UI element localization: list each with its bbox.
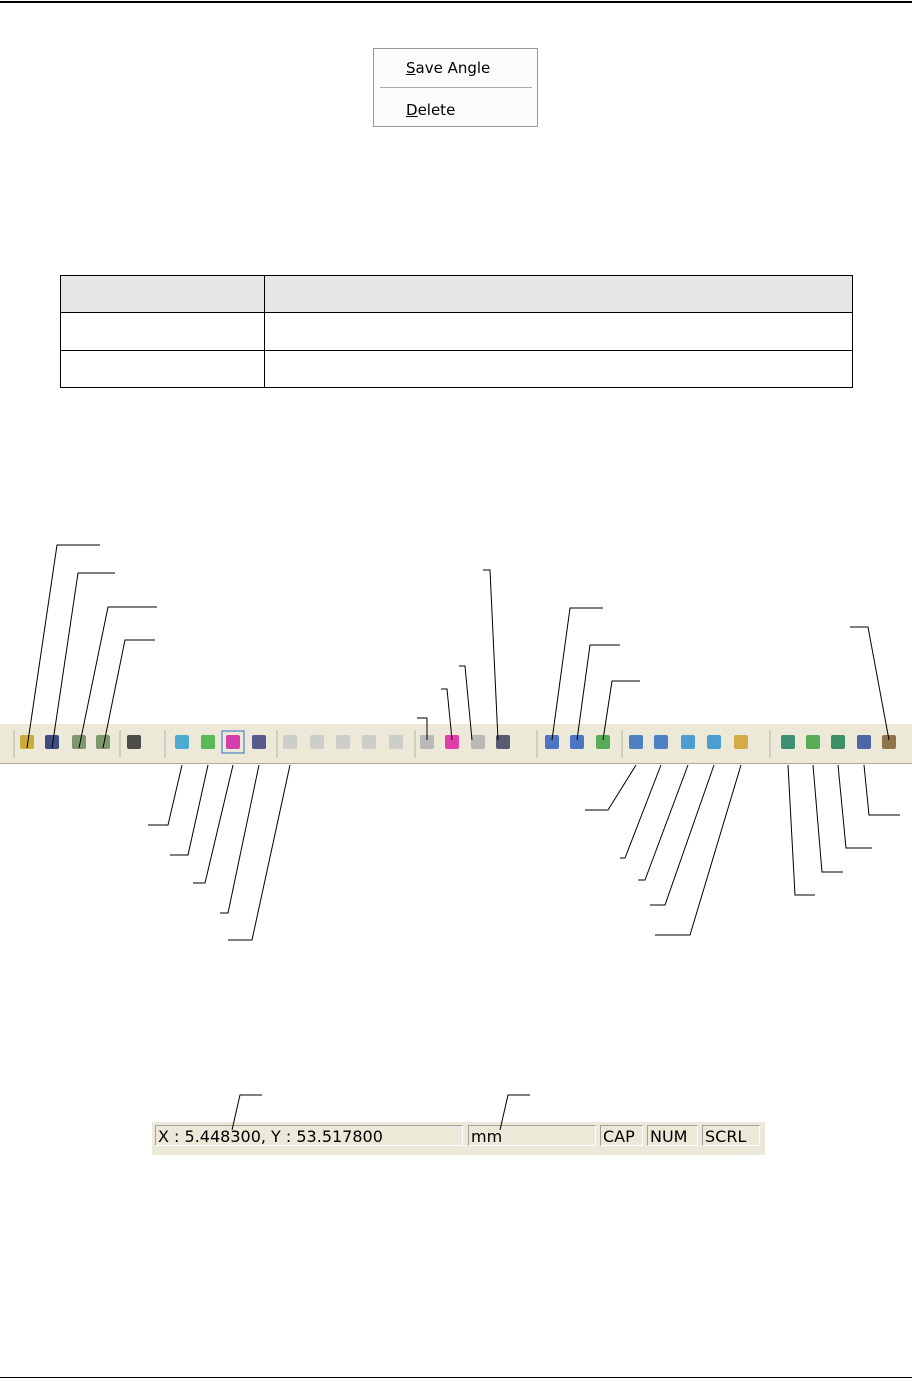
toolbar	[0, 724, 912, 764]
top-rule	[0, 1, 912, 3]
callout-line	[417, 717, 428, 740]
toolbar-button[interactable]	[362, 735, 376, 749]
menu-item[interactable]: Save Angle	[406, 59, 491, 77]
indicator: CAP	[600, 1125, 643, 1146]
menu-item[interactable]: Delete	[406, 101, 456, 119]
toolbar-button[interactable]	[45, 735, 59, 749]
toolbar-button[interactable]	[857, 735, 871, 749]
callout-line	[170, 764, 209, 856]
toolbar-button[interactable]	[420, 735, 434, 749]
toolbar-button[interactable]	[389, 735, 403, 749]
callout-line	[26, 544, 100, 749]
callout-line	[441, 688, 453, 741]
callout-line	[551, 607, 603, 741]
toolbar-button[interactable]	[654, 735, 668, 749]
toolbar-button[interactable]	[707, 735, 721, 749]
table	[60, 275, 853, 388]
callout-line	[576, 644, 620, 741]
pressed-button	[221, 730, 245, 754]
status-bar-bg	[152, 1122, 765, 1155]
callout-line	[148, 764, 183, 826]
toolbar-button[interactable]	[283, 735, 297, 749]
callout-line	[863, 764, 900, 816]
indicator: SCRL	[702, 1125, 760, 1146]
callout-line	[602, 680, 640, 741]
callout-line	[193, 764, 234, 884]
callout-line	[655, 764, 742, 936]
callout-line	[459, 665, 473, 741]
status-bar: X : 5.448300, Y : 53.517800 mm CAP NUM S…	[152, 1122, 765, 1152]
toolbar-button[interactable]	[226, 735, 240, 749]
callout-line	[228, 764, 291, 941]
callout-line	[220, 764, 260, 914]
callout-line	[51, 572, 115, 749]
toolbar-button[interactable]	[545, 735, 559, 749]
toolbar-button[interactable]	[471, 735, 485, 749]
callout-line	[102, 639, 155, 749]
toolbar-button[interactable]	[201, 735, 215, 749]
callout-line	[638, 764, 689, 881]
callout-line	[78, 606, 157, 749]
callout-line	[620, 764, 662, 859]
unit: mm	[468, 1125, 596, 1146]
toolbar-button[interactable]	[882, 735, 896, 749]
toolbar-button[interactable]	[310, 735, 324, 749]
indicator: NUM	[647, 1125, 698, 1146]
toolbar-button[interactable]	[72, 735, 86, 749]
toolbar-button[interactable]	[629, 735, 643, 749]
callout-line	[483, 569, 499, 741]
toolbar-button[interactable]	[96, 735, 110, 749]
toolbar-button[interactable]	[806, 735, 820, 749]
coordinates: X : 5.448300, Y : 53.517800	[155, 1125, 463, 1146]
toolbar-button[interactable]	[252, 735, 266, 749]
toolbar-button[interactable]	[127, 735, 141, 749]
callout-line	[787, 764, 815, 896]
callout-line	[650, 764, 715, 906]
toolbar-button[interactable]	[175, 735, 189, 749]
toolbar-button[interactable]	[781, 735, 795, 749]
callout-lines	[26, 544, 900, 941]
toolbar-button[interactable]	[445, 735, 459, 749]
context-menu: Save Angle Delete	[373, 48, 538, 127]
callout-line	[837, 764, 872, 849]
toolbar-button[interactable]	[596, 735, 610, 749]
toolbar-button[interactable]	[831, 735, 845, 749]
toolbar-button[interactable]	[336, 735, 350, 749]
bottom-rule	[0, 1377, 912, 1378]
toolbar-button[interactable]	[734, 735, 748, 749]
callout-line	[585, 764, 637, 811]
toolbar-button[interactable]	[681, 735, 695, 749]
status-callouts	[231, 1094, 530, 1131]
callout-line	[812, 764, 843, 873]
callout-line	[850, 626, 890, 741]
menu-separator	[380, 87, 532, 88]
toolbar-button[interactable]	[496, 735, 510, 749]
toolbar-button[interactable]	[570, 735, 584, 749]
toolbar-button[interactable]	[20, 735, 34, 749]
